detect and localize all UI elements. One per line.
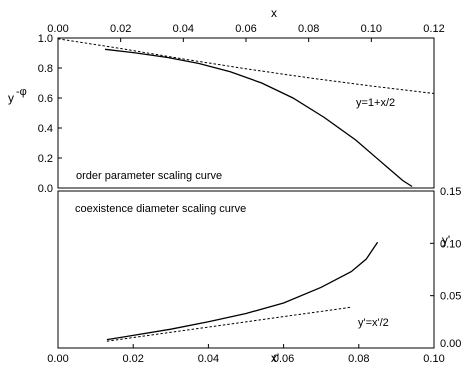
y-tick-label: 0.6 <box>38 93 53 105</box>
x-tick-label: 0.08 <box>348 353 369 365</box>
panel-annotation: order parameter scaling curve <box>76 170 222 182</box>
y-axis-label: y' <box>442 233 450 247</box>
x-tick-label: 0.00 <box>47 353 68 365</box>
x-tick-label: 0.10 <box>423 353 444 365</box>
x-tick-label: 0.02 <box>110 23 131 35</box>
coexistence-diameter-panel: 0.00 0.02 0.04 0.06 0.08 0.10 0.00 0.05 0.10 0.15… <box>47 186 461 365</box>
x-axis-label: x' <box>271 351 279 365</box>
x-tick-label: 0.06 <box>235 23 256 35</box>
y-tick-label: 0.15 <box>440 186 461 198</box>
x-tick-label: 0.12 <box>423 23 444 35</box>
x-tick-label: 0.02 <box>122 353 143 365</box>
y-axis-label: y <box>8 91 14 105</box>
plot-frame <box>57 190 435 349</box>
y-tick-label: 0.05 <box>440 291 461 303</box>
series-label: y=1+x/2 <box>356 97 395 109</box>
reference-line <box>57 38 435 94</box>
series-label: y'=x'/2 <box>358 317 389 329</box>
y-tick-label: 0.2 <box>38 153 53 165</box>
x-tick-label: 0.08 <box>298 23 319 35</box>
order-parameter-panel: 0.00 0.02 0.04 0.06 0.08 0.10 0.12 0.0 0.2 0.4 0.6… <box>8 6 445 195</box>
y-tick-label: 0.00 <box>440 338 461 350</box>
reference-line <box>106 306 352 342</box>
y-tick-label: 0.0 <box>38 183 53 195</box>
x-tick-label: 0.00 <box>47 23 68 35</box>
x-tick-label: 0.04 <box>173 23 194 35</box>
y-tick-label: 0.8 <box>38 63 53 75</box>
y-tick-label: 1.0 <box>38 33 53 45</box>
scaling-curve <box>106 241 379 341</box>
panel-annotation: coexistence diameter scaling curve <box>75 203 246 215</box>
plot-frame <box>57 37 435 189</box>
y-tick-label: 0.10 <box>440 238 461 250</box>
y-axis-label-superscript: -φ <box>16 86 27 98</box>
x-tick-label: 0.10 <box>361 23 382 35</box>
x-tick-label: 0.04 <box>198 353 219 365</box>
x-axis-label: x <box>271 6 277 20</box>
x-tick-label: 0.06 <box>273 353 294 365</box>
y-tick-label: 0.4 <box>38 123 53 135</box>
scaling-curve <box>104 48 413 188</box>
